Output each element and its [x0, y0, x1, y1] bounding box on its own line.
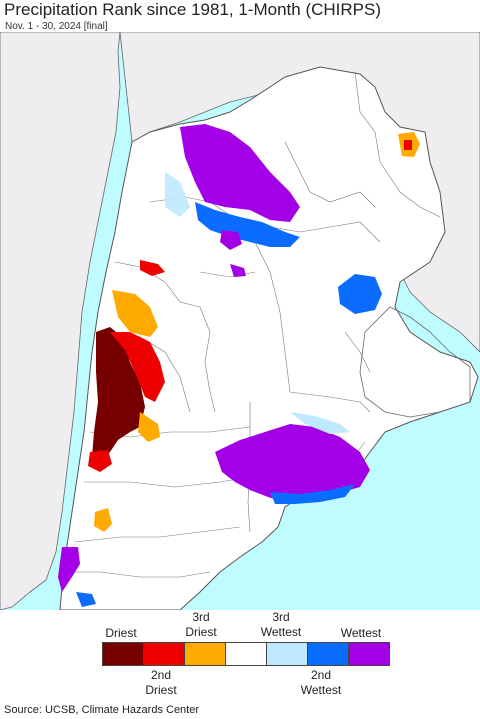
dry2-northeast	[404, 140, 412, 150]
swatch-driest	[103, 643, 144, 665]
wet2-tip	[76, 592, 96, 607]
wet2-north	[195, 202, 300, 247]
dry2-small	[88, 450, 112, 472]
legend-label-3rd-driest: 3rd Driest	[185, 610, 217, 639]
swatch-wettest	[349, 643, 389, 665]
legend-label-driest: Driest	[105, 626, 137, 640]
wet3-south	[290, 412, 350, 434]
map-subtitle: Nov. 1 - 30, 2024 [final]	[5, 21, 108, 32]
swatch-3rd-driest	[185, 643, 226, 665]
legend-label-2nd-driest: 2nd Driest	[145, 668, 177, 697]
wettest-small	[220, 230, 242, 250]
swatch-3rd-wettest	[267, 643, 308, 665]
internal-borders	[66, 71, 441, 578]
dry3-west-2	[138, 412, 160, 442]
swatch-normal	[226, 643, 267, 665]
dry-north-small	[140, 260, 165, 276]
source-credit: Source: UCSB, Climate Hazards Center	[4, 704, 200, 716]
land-outside	[0, 32, 121, 610]
swatch-2nd-driest	[144, 643, 185, 665]
dry3-west	[112, 290, 158, 337]
legend-swatches	[102, 642, 390, 666]
land-inside	[59, 66, 479, 610]
precipitation-rank-map	[0, 32, 480, 610]
legend-label-wettest: Wettest	[340, 626, 382, 640]
wettest-north	[180, 124, 300, 222]
driest-west	[92, 327, 145, 464]
legend: Driest 3rd Driest 3rd Wettest Wettest 2n…	[0, 610, 480, 706]
swatch-2nd-wettest	[308, 643, 349, 665]
wet-small-2	[230, 264, 246, 277]
wet2-blob-mid	[338, 274, 382, 314]
legend-label-2nd-wettest: 2nd Wettest	[300, 668, 342, 697]
wet3-north	[165, 172, 190, 217]
dry3-south	[94, 508, 112, 532]
wet2-south	[270, 484, 355, 504]
wettest-tip	[58, 547, 80, 592]
uruguay-border	[359, 306, 471, 418]
legend-label-3rd-wettest: 3rd Wettest	[260, 610, 302, 639]
map-title: Precipitation Rank since 1981, 1-Month (…	[4, 0, 381, 19]
dry2-west	[110, 332, 165, 402]
wettest-south	[215, 424, 370, 502]
